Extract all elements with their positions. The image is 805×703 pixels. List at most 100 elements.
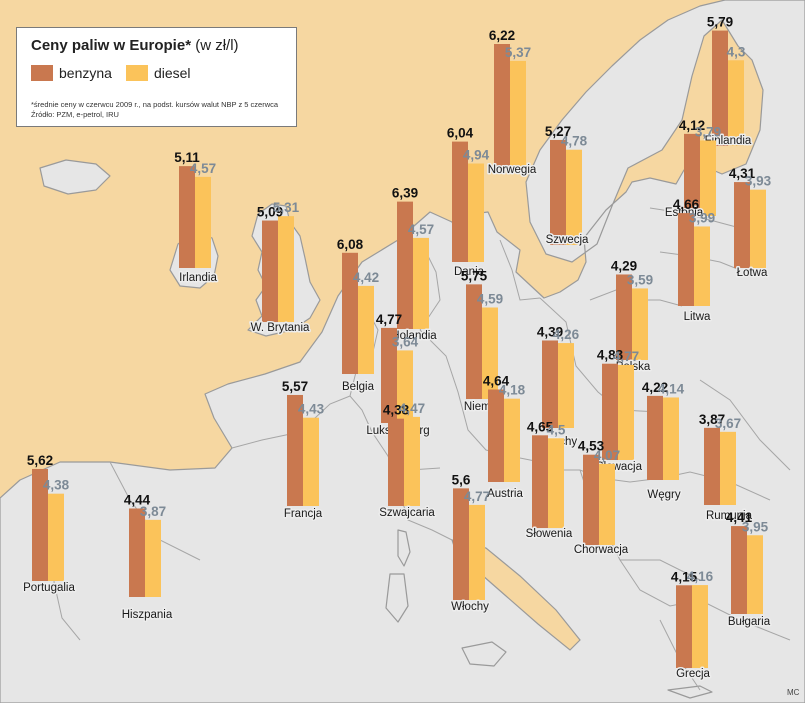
- bar-diesel: [145, 519, 161, 597]
- value-label-benzyna: 4,64: [483, 373, 510, 388]
- value-label-benzyna: 5,27: [545, 124, 571, 139]
- bar-benzyna: [32, 468, 48, 581]
- bar-benzyna: [704, 427, 720, 505]
- legend-note-source: Źródło: PZM, e-petrol, IRU: [31, 110, 119, 119]
- bar-diesel: [750, 189, 766, 268]
- country-label: Chorwacja: [574, 544, 629, 556]
- country-label: Łotwa: [737, 267, 768, 279]
- country-label: Grecja: [676, 668, 710, 680]
- bar-diesel: [663, 397, 679, 480]
- value-label-benzyna: 4,38: [383, 403, 410, 418]
- value-label-diesel: 4,16: [687, 569, 714, 584]
- country-group: 5,095,31 W. Brytania: [249, 200, 311, 335]
- bar-benzyna: [179, 166, 195, 268]
- country-group: 4,293,59Polska: [611, 258, 653, 374]
- country-group: 5,274,78 Szwecja: [544, 124, 590, 248]
- value-label-diesel: 4,47: [399, 401, 425, 416]
- bar-diesel: [510, 60, 526, 168]
- bar-diesel: [404, 416, 420, 506]
- bar-benzyna: [712, 30, 728, 146]
- value-label-diesel: 4,42: [353, 270, 379, 285]
- country-group: 5,57 4,43 Francja: [282, 379, 325, 522]
- country-label: Dania: [454, 266, 485, 278]
- value-label-diesel: 4,57: [190, 161, 216, 176]
- value-label-diesel: 4,38: [43, 478, 70, 493]
- legend-note: *średnie ceny w czerwcu 2009 r., na pods…: [31, 100, 278, 120]
- country-group: 6,04 4,94 Dania: [447, 126, 490, 280]
- bar-diesel: [700, 140, 716, 216]
- legend-box: Ceny paliw w Europie* (w zł/l) benzyna d…: [16, 27, 297, 127]
- value-label-diesel: 4,59: [477, 291, 503, 306]
- value-label-benzyna: 6,22: [489, 28, 515, 43]
- country-group: 6,08 4,42 Belgia: [337, 237, 379, 395]
- country-group: 4,224,14 Węgry: [642, 380, 685, 503]
- bar-benzyna: [494, 44, 510, 168]
- value-label-diesel: 3,99: [689, 210, 715, 225]
- value-label-benzyna: 5,09: [257, 205, 283, 220]
- crete-land: [667, 685, 713, 699]
- country-group: 4,654,5 Słowenia: [524, 419, 574, 541]
- value-label-diesel: 4,78: [561, 134, 588, 149]
- legend-label-diesel: diesel: [153, 65, 191, 81]
- country-label: Austria: [487, 488, 523, 500]
- country-group: 4,413,95 Bułgaria: [726, 510, 772, 629]
- value-label-benzyna: 4,66: [673, 197, 700, 212]
- chart-title: Ceny paliw w Europie* (w zł/l): [31, 37, 239, 54]
- legend-swatch-benzyna: [31, 65, 53, 81]
- value-label-diesel: 3,64: [392, 334, 419, 349]
- country-label: Irlandia: [179, 272, 217, 284]
- value-label-benzyna: 4,22: [642, 380, 668, 395]
- bar-benzyna: [342, 252, 358, 374]
- value-label-benzyna: 3,87: [699, 412, 725, 427]
- legend-item-benzyna: benzyna: [31, 65, 112, 81]
- country-group: 5,114,57 Irlandia: [174, 150, 219, 285]
- country-group: 4,644,18 Austria: [483, 373, 526, 501]
- legend-note-footnote: *średnie ceny w czerwcu 2009 r., na pods…: [31, 100, 279, 109]
- value-label-diesel: 3,59: [627, 272, 653, 287]
- country-label: Włochy: [451, 601, 489, 613]
- value-label-diesel: 5,31: [273, 200, 300, 215]
- value-label-diesel: 3,67: [715, 416, 741, 431]
- bar-benzyna: [262, 220, 278, 322]
- country-label: Hiszpania: [122, 609, 173, 621]
- country-label: Litwa: [684, 311, 711, 323]
- bar-diesel: [358, 285, 374, 374]
- country-group: 6,39 4,57 Holandia: [390, 186, 439, 344]
- country-label: Węgry: [647, 489, 680, 501]
- bar-benzyna: [466, 284, 482, 399]
- bar-benzyna: [616, 274, 632, 360]
- bar-benzyna: [488, 389, 504, 482]
- value-label-benzyna: 4,65: [527, 419, 554, 434]
- bar-diesel: [504, 398, 520, 482]
- bar-diesel: [482, 307, 498, 399]
- country-group: 4,534,07 Chorwacja: [572, 439, 630, 558]
- bar-diesel: [618, 364, 634, 460]
- country-group: 3,873,67 Rumunia: [699, 412, 754, 524]
- author-credit: MC: [787, 688, 800, 697]
- bar-diesel: [747, 535, 763, 614]
- bar-benzyna: [676, 585, 692, 668]
- legend-item-diesel: diesel: [125, 65, 191, 81]
- value-label-diesel: 3,93: [745, 174, 772, 189]
- value-label-diesel: 4,77: [464, 489, 490, 504]
- bar-diesel: [720, 431, 736, 505]
- value-label-benzyna: 4,53: [578, 439, 605, 454]
- value-label-diesel: 4,5: [547, 422, 566, 437]
- country-label: Szwecja: [546, 234, 589, 246]
- sicily-land: [461, 641, 507, 667]
- value-label-benzyna: 4,15: [671, 569, 698, 584]
- chart-title-main: Ceny paliw w Europie*: [31, 37, 192, 54]
- value-label-benzyna: 4,29: [611, 258, 637, 273]
- value-label-benzyna: 4,12: [679, 118, 705, 133]
- country-label: Holandia: [391, 330, 437, 342]
- value-label-diesel: 5,37: [505, 45, 531, 60]
- country-group: 6,22 5,37 Norwegia: [486, 28, 538, 178]
- iceland-land: [39, 159, 111, 195]
- bar-diesel: [558, 343, 574, 428]
- bar-diesel: [694, 226, 710, 306]
- country-group: 4,443,87 Hiszpania: [120, 492, 174, 622]
- country-label: Bułgaria: [728, 616, 771, 628]
- value-label-diesel: 4,57: [408, 222, 434, 237]
- bar-benzyna: [684, 133, 700, 216]
